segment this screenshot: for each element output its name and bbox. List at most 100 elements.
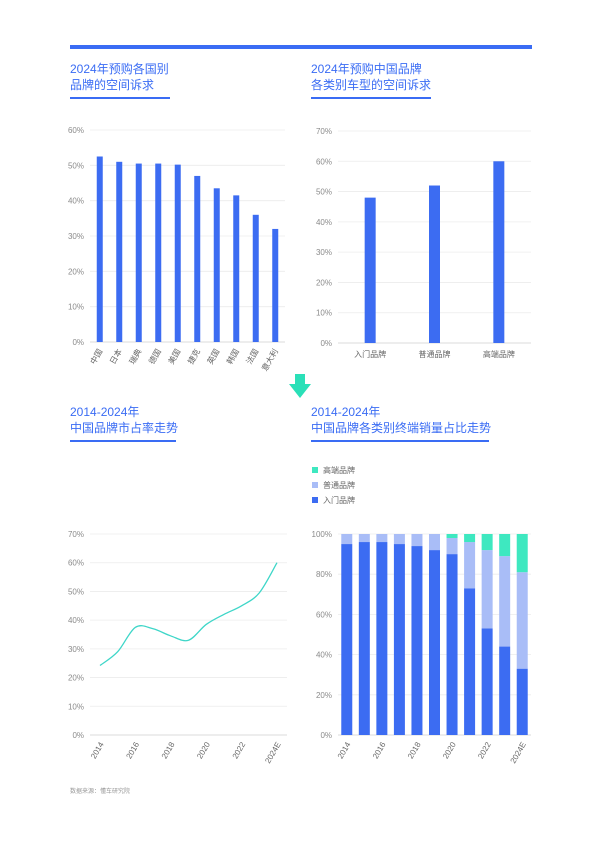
chart4-bar-segment [376,542,388,735]
chart3-line [99,562,278,667]
chart1-ytick-label: 30% [68,232,84,241]
chart4-bar-segment [499,646,511,735]
chart3-ytick-label: 70% [68,530,84,539]
chart4-ytick-label: 60% [316,610,332,619]
chart1-ytick-label: 50% [68,161,84,170]
chart1-bar [155,163,162,342]
panel1-title: 2024年预购各国别 品牌的空间诉求 [70,61,170,99]
chart3-ytick-label: 0% [72,731,84,740]
chart4-ytick-label: 100% [312,530,332,539]
chart1-bar [213,188,220,342]
chart1-xtick-label: 瑞典 [127,347,144,366]
chart2-bar [429,185,440,343]
chart1-bar [233,195,240,342]
chart2-ytick-label: 70% [316,127,332,136]
panel1-title-underline [70,97,170,99]
chart1-xtick-label: 中国 [88,347,105,366]
chart1-ytick-label: 40% [68,197,84,206]
chart4-bar-segment [446,534,458,539]
chart4-bar-segment [481,628,493,735]
chart4-bar-segment [376,534,388,543]
chart4-bar-segment [446,554,458,735]
panel2-title-line1: 2024年预购中国品牌 [311,62,422,76]
panel3-title-underline [70,440,176,442]
chart4-bar-segment [429,550,440,735]
chart4-legend-swatch [312,482,318,488]
chart2-ytick-label: 40% [316,218,332,227]
chart1-bar [116,161,123,342]
chart4-bar-segment [464,542,476,589]
chart3-xtick-label: 2020 [195,740,212,760]
chart1-bar [252,214,259,342]
chart1-bar [174,164,181,342]
chart2-ytick-label: 20% [316,278,332,287]
chart4-bar-segment [393,544,405,735]
chart3-xtick-label: 2022 [231,740,248,760]
chart4-legend-label: 普通品牌 [323,480,355,490]
chart3-xtick-label: 2016 [124,740,141,760]
chart4-bar-segment [358,534,370,543]
chart4-xtick-label: 2018 [406,740,423,760]
panel3-title-line2: 中国品牌市占率走势 [70,421,179,435]
down-arrow-icon [289,374,311,398]
chart4-legend-swatch [312,467,318,473]
chart4-bar-segment [499,556,511,647]
chart2-ytick-label: 60% [316,157,332,166]
chart4-legend-label: 入门品牌 [323,495,355,505]
chart4-bar-segment [411,546,423,735]
chart3-ytick-label: 10% [68,702,84,711]
source-note: 数据来源：懂车研究院 [70,789,131,795]
panel2-title-underline [311,97,431,99]
chart1-xtick-label: 美国 [166,347,183,366]
chart1-xtick-label: 德国 [146,347,163,366]
chart1-xtick-label: 捷克 [185,347,202,366]
chart3-xtick-label: 2014 [89,740,106,760]
chart4-bar-segment [516,572,528,669]
chart4-xtick-label: 2024E [509,741,528,766]
chart4-bar-segment [393,534,405,545]
chart4-ytick-label: 20% [316,691,332,700]
chart4-bar-segment [516,668,528,735]
panel2-title: 2024年预购中国品牌 各类别车型的空间诉求 [311,61,431,99]
chart2-xtick-label: 入门品牌 [354,349,386,359]
chart1-xtick-label: 韩国 [224,347,241,366]
chart4-bar-segment [429,534,440,551]
chart4-bar-segment [481,534,493,551]
chart4-ytick-label: 0% [320,731,332,740]
chart4-bar-segment [481,550,493,629]
chart1-ytick-label: 60% [68,126,84,135]
chart2-bar [364,197,376,343]
panel4-title-line2: 中国品牌各类别终端销量占比走势 [311,421,492,435]
chart1-bar [272,228,279,342]
chart2-ytick-label: 0% [320,339,332,348]
chart3-ytick-label: 40% [68,616,84,625]
panel3-title: 2014-2024年 中国品牌市占率走势 [70,404,178,442]
chart4-bar-segment [464,534,476,543]
chart2-ytick-label: 10% [316,309,332,318]
chart4-xtick-label: 2020 [441,740,458,760]
chart3-ytick-label: 30% [68,645,84,654]
chart4-xtick-label: 2016 [371,740,388,760]
chart4-bar-segment [411,534,423,547]
chart4-bar-segment [499,534,511,557]
chart2-ytick-label: 50% [316,188,332,197]
panel2-title-line2: 各类别车型的空间诉求 [311,78,432,92]
panel4-title-line1: 2014-2024年 [311,405,381,419]
chart4-bar-segment [446,538,458,555]
panel4-title: 2014-2024年 中国品牌各类别终端销量占比走势 [311,404,491,442]
chart1-xtick-label: 法国 [244,347,261,366]
chart1-ytick-label: 0% [72,338,84,347]
chart4-bar-segment [464,588,476,735]
chart1-ytick-label: 10% [68,303,84,312]
chart4-xtick-label: 2014 [336,740,353,760]
panel4-title-underline [311,440,489,442]
chart3-ytick-label: 60% [68,559,84,568]
panel1-title-line2: 品牌的空间诉求 [70,78,155,92]
panel3-title-line1: 2014-2024年 [70,405,140,419]
chart2-xtick-label: 高端品牌 [483,349,515,359]
chart4-xtick-label: 2022 [476,740,493,760]
chart4-bar-segment [341,534,353,545]
chart3-ytick-label: 20% [68,674,84,683]
chart1-bar [96,156,103,342]
